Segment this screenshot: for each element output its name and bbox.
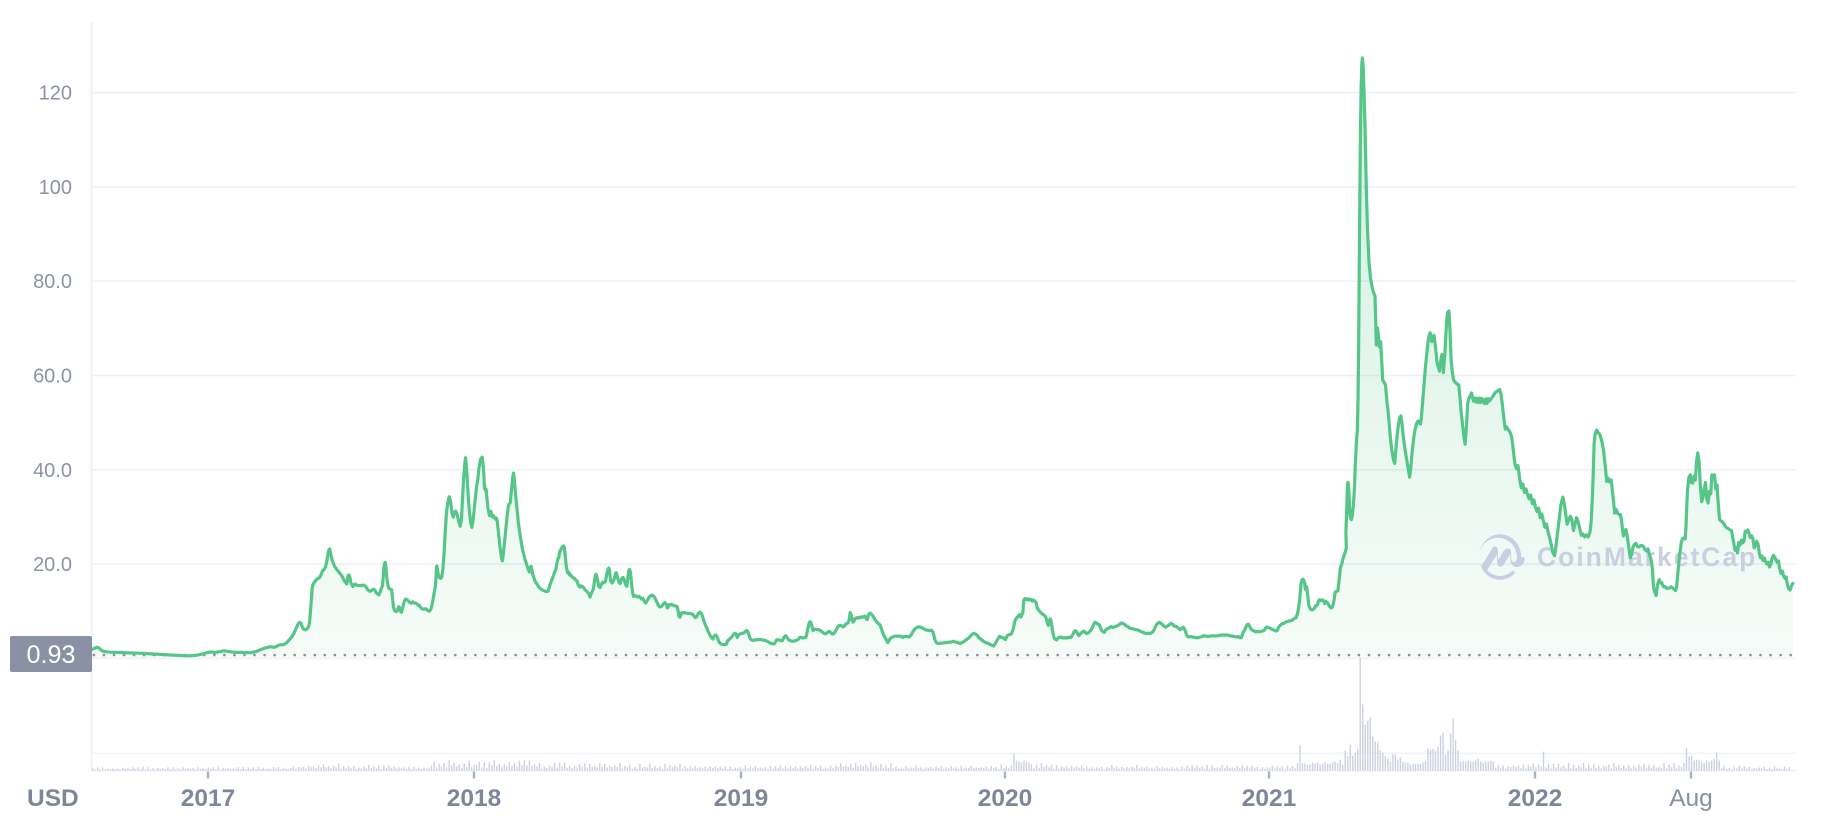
svg-text:2021: 2021 — [1242, 785, 1297, 812]
svg-text:2018: 2018 — [447, 785, 502, 812]
svg-text:CoinMarketCap: CoinMarketCap — [1537, 542, 1757, 572]
svg-text:USD: USD — [27, 785, 79, 812]
svg-text:0.93: 0.93 — [26, 641, 75, 669]
svg-text:2022: 2022 — [1508, 785, 1563, 812]
svg-text:Aug: Aug — [1669, 785, 1713, 812]
svg-text:120: 120 — [39, 83, 72, 105]
svg-text:2019: 2019 — [714, 785, 769, 812]
svg-text:40.0: 40.0 — [33, 460, 72, 482]
svg-text:2017: 2017 — [181, 785, 236, 812]
svg-text:2020: 2020 — [978, 785, 1033, 812]
svg-text:80.0: 80.0 — [33, 271, 72, 293]
svg-text:20.0: 20.0 — [33, 554, 72, 576]
svg-text:60.0: 60.0 — [33, 366, 72, 388]
svg-text:100: 100 — [39, 177, 72, 199]
